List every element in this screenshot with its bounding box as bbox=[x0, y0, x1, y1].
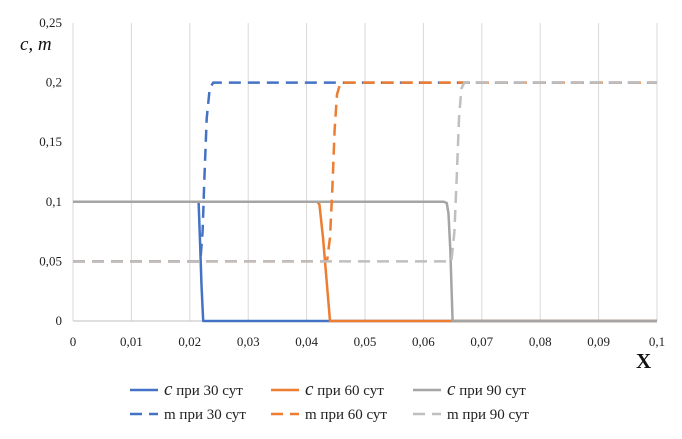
legend-label: c при 60 сут bbox=[305, 379, 384, 400]
y-tick-label: 0,25 bbox=[39, 15, 62, 30]
x-axis-title: X bbox=[636, 349, 651, 373]
x-tick-label: 0,04 bbox=[295, 334, 318, 349]
legend-label: m при 90 сут bbox=[447, 407, 529, 423]
x-tick-label: 0,06 bbox=[412, 334, 435, 349]
x-tick-label: 0,01 bbox=[120, 334, 143, 349]
y-tick-label: 0,15 bbox=[39, 134, 62, 149]
x-tick-label: 0,07 bbox=[470, 334, 493, 349]
legend-label: c при 30 сут bbox=[164, 379, 243, 400]
legend-label: m при 60 сут bbox=[305, 407, 387, 423]
x-tick-label: 0,09 bbox=[587, 334, 610, 349]
y-tick-label: 0 bbox=[56, 313, 63, 328]
legend-label: c при 90 сут bbox=[447, 379, 526, 400]
x-tick-label: 0,02 bbox=[178, 334, 201, 349]
series-line-6 bbox=[73, 81, 657, 263]
x-tick-label: 0,08 bbox=[529, 334, 552, 349]
y-tick-label: 0,05 bbox=[39, 253, 62, 268]
series-line-5 bbox=[73, 81, 657, 263]
x-tick-label: 0,05 bbox=[354, 334, 377, 349]
grid-lines bbox=[72, 23, 658, 322]
x-tick-label: 0,1 bbox=[649, 334, 665, 349]
series-line-3 bbox=[73, 200, 657, 323]
x-tick-labels: 0 0,01 0,02 0,03 0,04 0,05 0,06 0,07 0,08 0,09 0,1 bbox=[70, 334, 665, 349]
y-axis-title: c, m bbox=[20, 34, 52, 55]
y-tick-label: 0,2 bbox=[46, 75, 62, 90]
legend-label: m при 30 сут bbox=[164, 407, 246, 423]
x-tick-label: 0 bbox=[70, 334, 77, 349]
x-tick-label: 0,03 bbox=[237, 334, 260, 349]
y-tick-label: 0,1 bbox=[46, 194, 62, 209]
series-line-4 bbox=[73, 81, 657, 263]
series-lines bbox=[73, 81, 657, 323]
legend: c при 30 сут c при 60 сут c при 90 сут m пр… bbox=[130, 379, 529, 423]
y-tick-labels: 0 0,05 0,1 0,15 0,2 0,25 bbox=[39, 15, 62, 328]
